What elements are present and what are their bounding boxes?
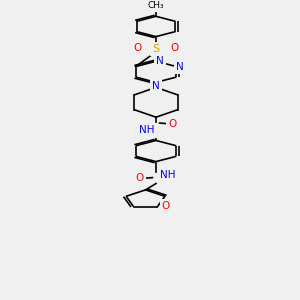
Text: O: O (162, 201, 170, 211)
Text: N: N (156, 56, 164, 66)
Text: O: O (170, 43, 179, 53)
Text: O: O (135, 173, 144, 183)
Text: O: O (168, 118, 177, 129)
Text: CH₃: CH₃ (148, 1, 164, 10)
Text: O: O (133, 43, 142, 53)
Text: NH: NH (139, 125, 155, 136)
Text: S: S (152, 44, 160, 54)
Text: NH: NH (160, 170, 175, 180)
Text: N: N (176, 61, 184, 71)
Text: N: N (152, 81, 160, 91)
